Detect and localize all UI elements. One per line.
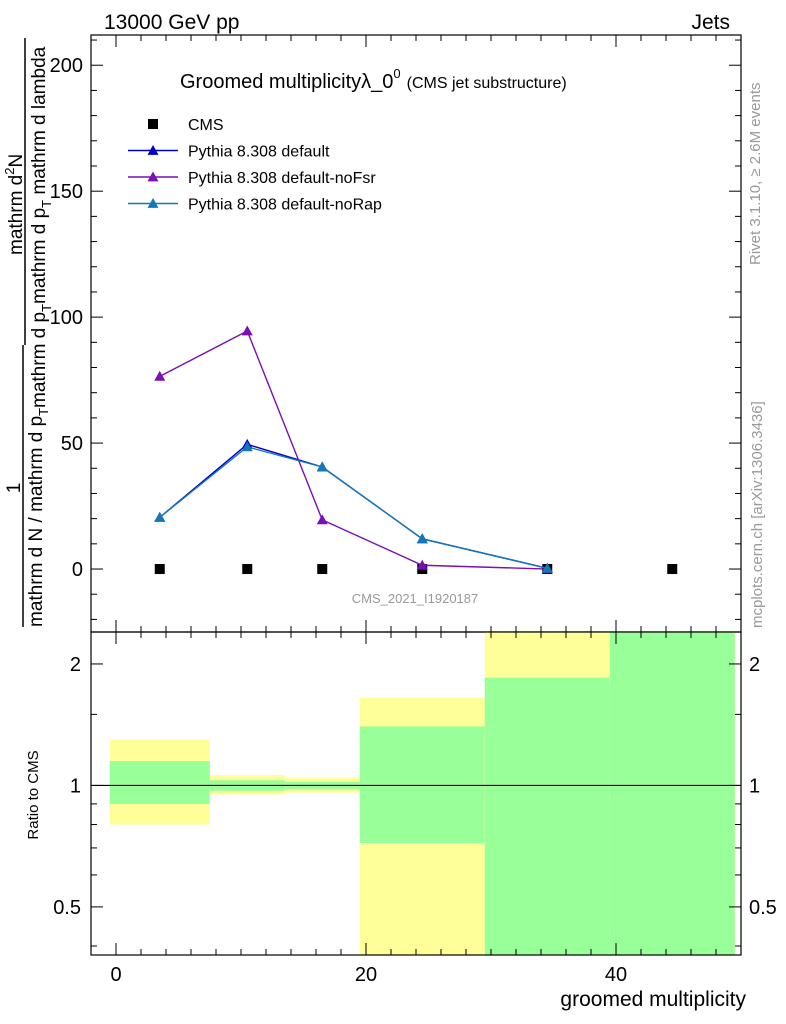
ylabel-left-denominator-text: mathrm d N / mathrm d p xyxy=(26,416,47,627)
ylabel-right-den-sub2: T xyxy=(39,200,54,208)
y-tick-label: 200 xyxy=(50,55,83,77)
ratio-y-axis-label: Ratio to CMS xyxy=(25,750,42,839)
legend-label: Pythia 8.308 default-noFsr xyxy=(188,170,376,187)
ylabel-right-denominator: mathrm d pTmathrm d pT mathrm d lambda xyxy=(29,46,54,408)
series-line xyxy=(159,443,548,569)
ratio-bands xyxy=(109,632,735,955)
x-tick-label: 20 xyxy=(355,964,377,986)
legend-marker xyxy=(147,198,159,208)
cms-data-point xyxy=(317,564,328,575)
series-marker xyxy=(416,559,428,570)
legend-marker xyxy=(148,119,158,129)
ratio-band-inner xyxy=(484,677,610,955)
main-panel: 0 50 100 150 200 1 mathrm d N / mathrm d pT … xyxy=(2,34,742,633)
analysis-watermark: CMS_2021_I1920187 xyxy=(352,591,479,606)
ratio-frame xyxy=(90,631,742,956)
series-marker xyxy=(541,562,553,573)
main-ticks: 0 50 100 150 200 xyxy=(50,35,741,632)
ratio-y-tick-label-right: 2 xyxy=(749,654,760,676)
mcplots-label: mcplots.cern.ch [arXiv:1306.3436] xyxy=(749,401,766,628)
legend-label: Pythia 8.308 default-noRap xyxy=(188,197,382,214)
series-marker xyxy=(316,461,328,472)
energy-label: 13000 GeV pp xyxy=(104,11,239,34)
y-tick-label: 150 xyxy=(50,181,83,203)
chart-subtitle: (CMS jet substructure) xyxy=(407,75,567,92)
cms-data-point xyxy=(242,564,253,575)
main-y-axis-label: 1 mathrm d N / mathrm d pT mathrm d2N ma… xyxy=(2,38,54,627)
observable-label: Jets xyxy=(691,11,730,34)
ylabel-right-num-sup: 2 xyxy=(2,168,17,175)
series-marker xyxy=(154,511,166,522)
ratio-panel: 0.5 0.51 12 20 20 40 Ratio to CMS groomed mul… xyxy=(25,631,777,1011)
series-marker xyxy=(316,514,328,525)
ylabel-right-den-2: mathrm d p xyxy=(29,208,50,304)
ylabel-right-den-sub1: T xyxy=(39,304,54,312)
legend-label: Pythia 8.308 default xyxy=(188,144,330,161)
ratio-y-tick-label-right: 0.5 xyxy=(749,897,777,919)
ratio-y-tick-label: 0.5 xyxy=(53,897,81,919)
ylabel-right-num-text: mathrm d xyxy=(6,175,27,255)
y-tick-label: 50 xyxy=(61,433,83,455)
x-tick-label: 40 xyxy=(605,964,627,986)
cms-data-point xyxy=(667,564,678,575)
chart-title: Groomed multiplicityλ_00 (CMS jet substru… xyxy=(180,66,567,93)
ratio-y-tick-label: 2 xyxy=(70,654,81,676)
chart-title-text: Groomed multiplicityλ_0 xyxy=(180,71,393,93)
ylabel-left-denominator-sub: T xyxy=(36,408,51,416)
series-marker xyxy=(241,325,253,336)
ylabel-right-numerator: mathrm d2N xyxy=(2,154,27,255)
series-marker xyxy=(416,533,428,544)
x-axis-label: groomed multiplicity xyxy=(560,988,746,1011)
ratio-band-inner xyxy=(609,632,735,955)
x-tick-label: 0 xyxy=(110,964,121,986)
series-marker xyxy=(241,441,253,452)
chart-title-superscript: 0 xyxy=(393,66,400,81)
ylabel-right-den-1: mathrm d p xyxy=(29,312,50,408)
main-series xyxy=(154,325,678,575)
ylabel-left-numerator: 1 xyxy=(4,483,25,494)
ylabel-right-den-3: mathrm d lambda xyxy=(29,46,50,200)
y-tick-label: 0 xyxy=(72,559,83,581)
ratio-band-inner xyxy=(359,726,485,843)
legend-marker xyxy=(147,145,159,155)
cms-data-point xyxy=(154,564,165,575)
ylabel-right-num-tail: N xyxy=(6,154,27,168)
ratio-y-tick-label-right: 1 xyxy=(749,775,760,797)
y-tick-label: 100 xyxy=(50,307,83,329)
series-marker xyxy=(154,370,166,381)
legend: CMS Pythia 8.308 default Pythia 8.308 defa… xyxy=(128,117,382,214)
ratio-y-tick-label: 1 xyxy=(70,775,81,797)
ratio-band-inner xyxy=(109,760,210,804)
legend-label: CMS xyxy=(188,117,224,134)
legend-marker xyxy=(147,171,159,182)
series-line xyxy=(159,446,548,569)
ylabel-left-denominator: mathrm d N / mathrm d pT xyxy=(26,408,51,627)
rivet-label: Rivet 3.1.10, ≥ 2.6M events xyxy=(747,83,764,266)
series-line xyxy=(159,330,548,570)
ratio-ticks: 0.5 0.51 12 20 20 40 xyxy=(53,632,777,986)
